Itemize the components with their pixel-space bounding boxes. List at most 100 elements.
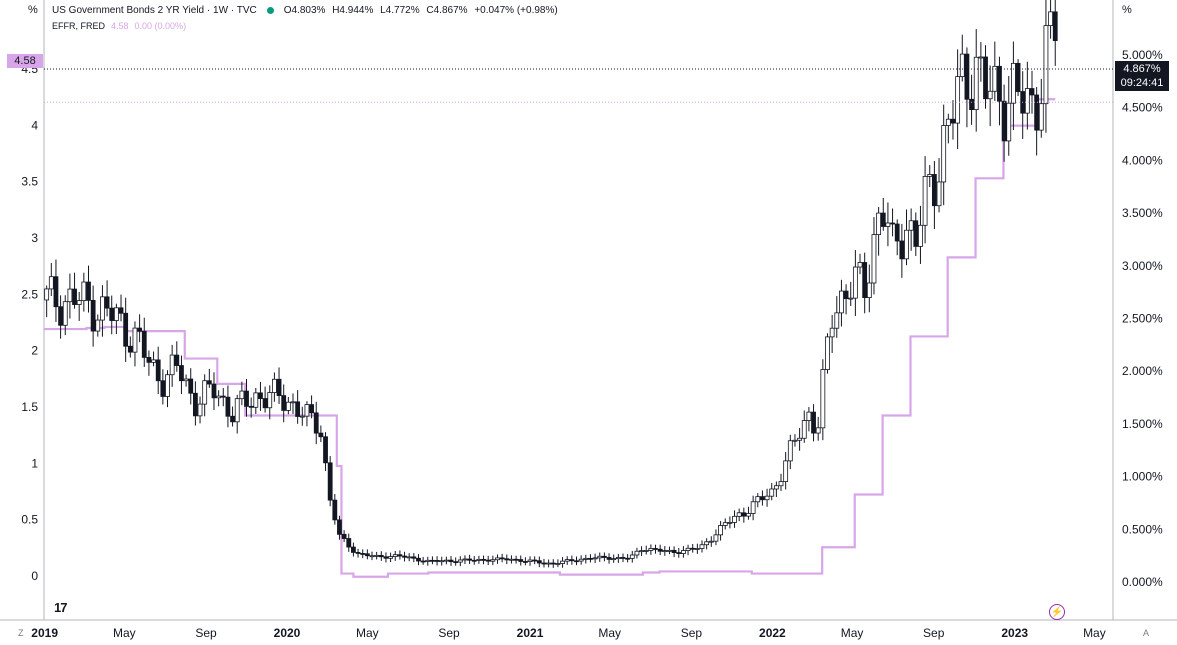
left-tick-label: 0 (31, 569, 38, 583)
candle-body (913, 220, 919, 247)
effr-change: 0.00 (0.00%) (134, 21, 187, 31)
candle-body (657, 548, 663, 552)
candle-body (890, 222, 895, 225)
candle-body (922, 176, 928, 226)
right-tick-label: 3.000% (1122, 259, 1163, 273)
candle-body (792, 439, 798, 442)
right-tick-label: 0.500% (1122, 522, 1163, 536)
candle-body (722, 522, 728, 526)
x-tick-label: 2019 (31, 626, 58, 640)
candle-body (718, 525, 723, 536)
effr-step-line (44, 98, 1056, 578)
candle-body (699, 544, 705, 549)
candle-body (383, 556, 389, 559)
grid (0, 0, 1177, 621)
candle-body (969, 98, 974, 111)
candle-body (629, 554, 635, 559)
x-tick-label: 2022 (759, 626, 786, 640)
candle-body (327, 462, 333, 501)
candle-body (964, 53, 970, 100)
candle-body (295, 401, 301, 417)
candle-body (197, 403, 203, 417)
candle-body (72, 288, 77, 305)
candle-body (90, 299, 96, 332)
candle-body (406, 556, 412, 559)
effr-label[interactable]: EFFR, FRED (52, 21, 105, 31)
candle-body (58, 306, 63, 326)
candle-body (504, 558, 510, 561)
price-last-value: 4.867% (1123, 63, 1161, 75)
candle-body (183, 378, 189, 382)
candle-body (601, 555, 607, 558)
candle-body (746, 513, 751, 517)
candle-body (165, 374, 170, 397)
close-value: C4.867% (426, 5, 468, 16)
candle-body (216, 395, 222, 399)
price-last-badge: 4.867% 09:24:41 (1115, 61, 1169, 91)
open-value: O4.803% (283, 5, 326, 16)
x-tick-label: May (1083, 626, 1106, 640)
candle-body (388, 556, 393, 559)
candle-body (276, 378, 282, 396)
candle-body (225, 396, 231, 417)
candle-body (323, 436, 328, 464)
candle-body (671, 549, 677, 553)
x-tick-label: May (356, 626, 379, 640)
candle-body (132, 327, 138, 353)
candle-body (513, 558, 519, 561)
candle-body (81, 281, 87, 301)
candle-body (783, 460, 789, 483)
right-tick-label: 4.000% (1122, 153, 1163, 167)
left-axis: 00.511.522.533.544.5 (21, 62, 38, 583)
right-axis: 0.000% 0.500% 1.000% 1.500% 2.000% 2.500% 3.00… (1122, 48, 1163, 589)
candle-body (518, 559, 524, 562)
candle-body (787, 440, 793, 462)
candle-body (918, 224, 923, 247)
candle-body (983, 56, 988, 100)
candle-body (681, 550, 686, 554)
candle-body (67, 288, 73, 303)
left-axis-unit: % (28, 4, 38, 16)
candle-body (397, 554, 403, 557)
candle-body (676, 552, 682, 554)
candle-body (829, 327, 835, 338)
auto-scale-left-button[interactable]: Z (18, 628, 24, 638)
candle-body (894, 223, 900, 242)
effr-last-badge: 4.58 (7, 54, 43, 68)
candle-body (955, 76, 961, 124)
candle-body (127, 345, 133, 353)
x-tick-label: 2021 (517, 626, 544, 640)
candle-body (490, 559, 496, 562)
candle-body (992, 65, 998, 92)
candle-body (188, 378, 194, 394)
candle-body (801, 420, 807, 439)
candle-body (880, 212, 886, 227)
candle-body (620, 557, 626, 559)
candle-body (736, 512, 742, 517)
symbol-title[interactable]: US Government Bonds 2 YR Yield · 1W · TV… (52, 5, 257, 16)
candle-body (708, 540, 714, 543)
lightning-icon[interactable]: ⚡ (1049, 604, 1065, 620)
candle-body (360, 553, 366, 555)
candle-body (941, 125, 947, 183)
tradingview-logo[interactable]: 17 (54, 600, 68, 615)
candle-body (950, 118, 956, 124)
x-tick-label: Sep (438, 626, 460, 640)
candle-body (653, 548, 658, 550)
candle-body (341, 533, 347, 539)
auto-scale-right-button[interactable]: A (1143, 628, 1150, 638)
candle-body (987, 90, 993, 100)
candle-body (239, 390, 245, 400)
candle-body (271, 378, 277, 393)
candle-body (155, 359, 161, 382)
candle-body (234, 398, 240, 423)
candle-body (899, 240, 905, 260)
candle-body (309, 404, 314, 414)
candle-body (1015, 62, 1021, 92)
candle-body (76, 300, 82, 305)
right-axis-unit: % (1122, 4, 1132, 16)
candle-body (448, 559, 454, 563)
high-value: H4.944% (332, 5, 374, 16)
candle-body (732, 515, 737, 523)
